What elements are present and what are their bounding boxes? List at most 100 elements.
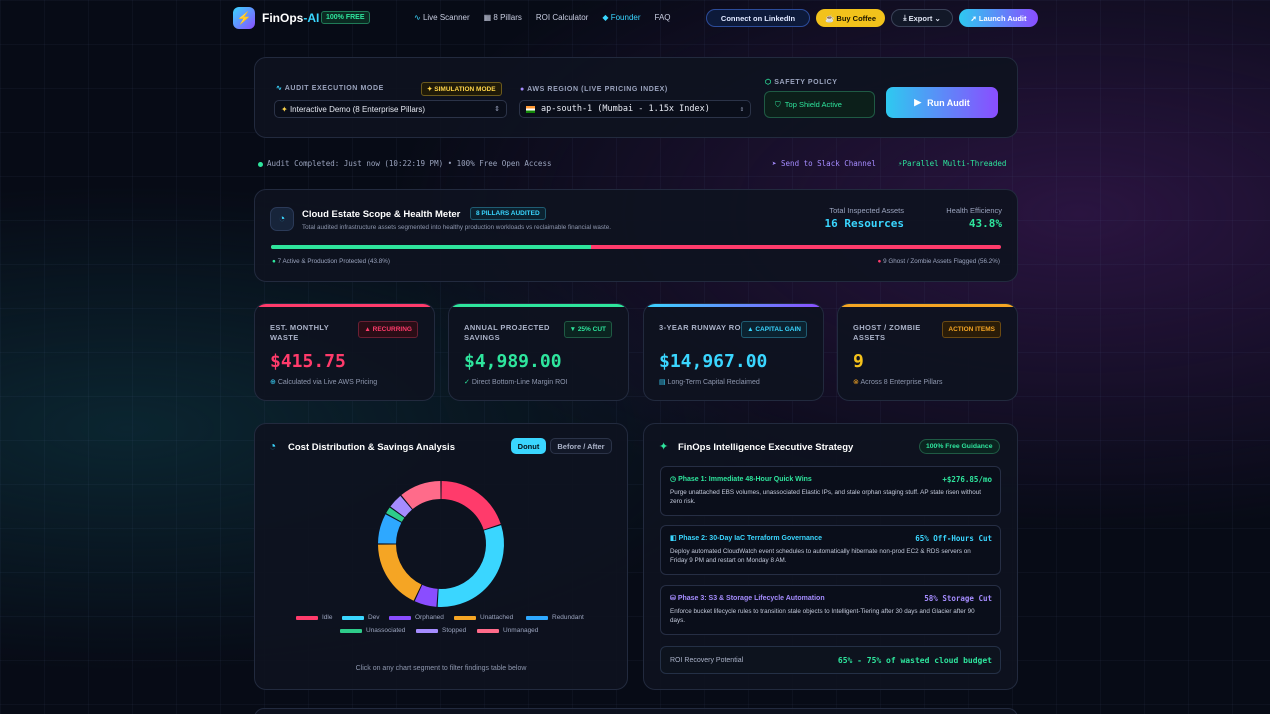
legend-item-idle[interactable]: Idle [296, 614, 332, 621]
nav-founder[interactable]: ◆ Founder [602, 13, 640, 22]
safety-policy-status[interactable]: ⛉ Top Shield Active [764, 91, 875, 118]
health-subtitle: Total audited infrastructure assets segm… [302, 224, 612, 231]
findings-panel-edge [254, 708, 1018, 714]
kpi-runway-roi[interactable]: 3-YEAR RUNWAY ROI ▲ CAPITAL GAIN $14,967… [643, 303, 824, 401]
pillars-badge: 8 PILLARS AUDITED [470, 207, 546, 220]
phase-2-card[interactable]: ◧ Phase 2: 30-Day IaC Terraform Governan… [660, 525, 1001, 575]
kpi-foot: ✓ Direct Bottom-Line Margin ROI [464, 378, 568, 386]
phase-title: ◷ Phase 1: Immediate 48-Hour Quick Wins [670, 475, 812, 483]
region-select[interactable]: ap-south-1 (Mumbai - 1.15x Index) ⇕ [519, 100, 751, 118]
phase-title: ◧ Phase 2: 30-Day IaC Terraform Governan… [670, 534, 822, 542]
donut-slice-redundant[interactable] [378, 514, 402, 544]
download-icon: ⤓ [903, 13, 909, 22]
audit-mode-select[interactable]: ✦ Interactive Demo (8 Enterprise Pillars… [274, 100, 507, 118]
kpi-ghost-assets[interactable]: GHOST / ZOMBIE ASSETS ACTION ITEMS 9 ⊗ A… [837, 303, 1018, 401]
brand-name[interactable]: FinOps-AI [262, 11, 319, 25]
kpi-value: $4,989.00 [464, 351, 562, 372]
donut-slice-unassociated[interactable] [386, 507, 405, 523]
donut-slice-idle[interactable] [441, 481, 501, 531]
donut-slice-unmanaged[interactable] [401, 481, 442, 510]
play-icon: ▶ [914, 97, 922, 107]
parallel-status-text: Parallel Multi-Threaded [902, 159, 1007, 168]
run-audit-label: Run Audit [927, 97, 970, 108]
coffee-label: Buy Coffee [836, 13, 877, 23]
region-label: ● AWS REGION (LIVE PRICING INDEX) [520, 86, 668, 93]
export-button[interactable]: ⤓ Export ⌄ [891, 9, 953, 27]
phase-value: 58% Storage Cut [924, 594, 992, 603]
linkedin-button[interactable]: Connect on LinkedIn [706, 9, 810, 27]
logo-icon[interactable]: ⚡ [233, 7, 255, 29]
phase-desc: Purge unattached EBS volumes, unassociat… [670, 489, 981, 505]
audit-mode-label: ∿ AUDIT EXECUTION MODE [276, 84, 384, 92]
sparkle-icon: ✦ [659, 441, 669, 453]
phase-3-card[interactable]: ⛁ Phase 3: S3 & Storage Lifecycle Automa… [660, 585, 1001, 635]
nav-roi-calculator[interactable]: ROI Calculator [535, 13, 589, 22]
kpi-foot-text: Direct Bottom-Line Margin ROI [471, 379, 568, 386]
legend-item-dev[interactable]: Dev [342, 614, 380, 621]
chevron-down-icon: ⌄ [932, 13, 941, 23]
kpi-foot-text: Across 8 Enterprise Pillars [860, 379, 943, 386]
nav-faq[interactable]: FAQ [654, 13, 671, 22]
calendar-icon: ▤ [659, 379, 668, 386]
kpi-foot: ▤ Long-Term Capital Reclaimed [659, 378, 760, 386]
legend-item-redundant[interactable]: Redundant [526, 614, 584, 621]
coffee-button[interactable]: ☕ Buy Coffee [816, 9, 885, 27]
nav-pillars[interactable]: ▦ 8 Pillars [484, 13, 522, 22]
legend-swatch [526, 615, 548, 620]
nav-links: ∿ Live Scanner ▦ 8 Pillars ROI Calculato… [414, 13, 671, 22]
kpi-value: $415.75 [270, 351, 346, 372]
tab-donut[interactable]: Donut [511, 438, 546, 454]
coffee-icon: ☕ [824, 13, 837, 23]
legend-item-stopped[interactable]: Stopped [416, 627, 466, 634]
kpi-accent-line [644, 304, 823, 307]
donut-slice-unattached[interactable] [378, 544, 422, 601]
kpi-foot: ⊗ Across 8 Enterprise Pillars [853, 378, 943, 386]
kpi-title: EST. MONTHLY WASTE [270, 323, 329, 342]
legend-item-unassociated[interactable]: Unassociated [340, 627, 405, 634]
run-audit-button[interactable]: ▶ Run Audit [886, 87, 998, 118]
legend-item-unattached[interactable]: Unattached [454, 614, 513, 621]
nav-live-scanner-label: Live Scanner [422, 13, 470, 22]
chevron-updown-icon: ⇕ [494, 106, 500, 113]
clock-icon: ◷ [670, 476, 679, 483]
donut-slice-stopped[interactable] [390, 495, 413, 518]
legend-label: Orphaned [415, 614, 444, 621]
send-to-slack-link[interactable]: ➤ Send to Slack Channel [772, 159, 876, 168]
roi-value: 65% - 75% of wasted cloud budget [837, 656, 992, 665]
health-title: Cloud Estate Scope & Health Meter [302, 209, 461, 220]
parallel-status: ⚡Parallel Multi-Threaded [898, 159, 1006, 168]
legend-label: Redundant [552, 614, 584, 621]
launch-audit-button[interactable]: ➚ Launch Audit [959, 9, 1038, 27]
roi-label: ROI Recovery Potential [670, 657, 744, 664]
activity-icon: ∿ [276, 85, 285, 92]
phase-title-text: Phase 1: Immediate 48-Hour Quick Wins [678, 476, 812, 483]
audit-mode-value: Interactive Demo (8 Enterprise Pillars) [289, 104, 426, 114]
kpi-monthly-waste[interactable]: EST. MONTHLY WASTE ▲ RECURRING $415.75 ⊕… [254, 303, 435, 401]
donut-slice-orphaned[interactable] [414, 584, 439, 607]
user-icon: ◆ [602, 13, 611, 22]
phase-1-card[interactable]: ◷ Phase 1: Immediate 48-Hour Quick Wins … [660, 466, 1001, 516]
kpi-value: $14,967.00 [659, 351, 768, 372]
donut-slice-dev[interactable] [437, 525, 504, 607]
legend-swatch [389, 615, 411, 620]
legend-item-unmanaged[interactable]: Unmanaged [477, 627, 538, 634]
strategy-badge: 100% Free Guidance [919, 439, 1000, 454]
strategy-title: FinOps Intelligence Executive Strategy [678, 442, 854, 453]
phase-value: +$276.85/mo [942, 475, 992, 484]
tab-before-after[interactable]: Before / After [550, 438, 612, 454]
kpi-foot: ⊕ Calculated via Live AWS Pricing [270, 378, 377, 386]
rocket-icon: ➚ [970, 13, 979, 23]
active-caption-text: 7 Active & Production Protected (43.8%) [277, 258, 390, 265]
location-pin-icon: ● [520, 86, 528, 93]
ghost-caption-text: 9 Ghost / Zombie Assets Flagged (56.2%) [883, 258, 1000, 265]
database-icon: ⛁ [670, 595, 678, 602]
nav-live-scanner[interactable]: ∿ Live Scanner [414, 13, 470, 22]
simulation-badge-text: SIMULATION MODE [434, 86, 496, 93]
kpi-annual-savings[interactable]: ANNUAL PROJECTED SAVINGS ▼ 25% CUT $4,98… [448, 303, 629, 401]
donut-chart[interactable] [371, 474, 511, 614]
kpi-value: 9 [853, 351, 864, 372]
legend-label: Idle [322, 614, 333, 621]
legend-item-orphaned[interactable]: Orphaned [389, 614, 444, 621]
kpi-tag: ▲ CAPITAL GAIN [741, 321, 807, 338]
audit-mode-label-text: AUDIT EXECUTION MODE [284, 85, 384, 92]
